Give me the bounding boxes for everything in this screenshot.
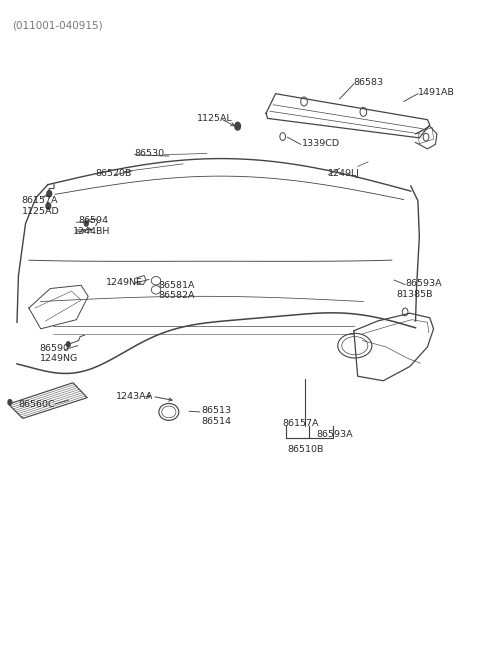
Text: 86581A: 86581A bbox=[158, 281, 195, 290]
Text: 86583: 86583 bbox=[354, 77, 384, 86]
Circle shape bbox=[47, 191, 52, 197]
Circle shape bbox=[46, 203, 51, 210]
Text: 86514: 86514 bbox=[201, 417, 231, 426]
Text: 81385B: 81385B bbox=[396, 290, 433, 299]
Text: 1125AD: 1125AD bbox=[22, 207, 60, 215]
Text: 86582A: 86582A bbox=[158, 291, 195, 300]
Text: 1244BH: 1244BH bbox=[73, 227, 110, 236]
Text: 86590: 86590 bbox=[40, 344, 70, 353]
Text: 86510B: 86510B bbox=[288, 445, 324, 454]
Text: 86530: 86530 bbox=[135, 149, 165, 158]
Text: 86593A: 86593A bbox=[316, 430, 352, 439]
Circle shape bbox=[84, 221, 88, 226]
Text: 1243AA: 1243AA bbox=[116, 392, 153, 402]
Text: 86594: 86594 bbox=[79, 217, 108, 225]
Circle shape bbox=[235, 122, 240, 130]
Text: (011001-040915): (011001-040915) bbox=[12, 21, 103, 31]
Text: 86520B: 86520B bbox=[96, 169, 132, 178]
Text: 1249LJ: 1249LJ bbox=[328, 169, 360, 178]
Text: 86157A: 86157A bbox=[22, 196, 58, 206]
Text: 1491AB: 1491AB bbox=[418, 88, 455, 97]
Text: 86157A: 86157A bbox=[283, 419, 319, 428]
Circle shape bbox=[8, 400, 12, 405]
Text: 86513: 86513 bbox=[201, 406, 231, 415]
Text: 1339CD: 1339CD bbox=[301, 139, 340, 147]
Text: 86593A: 86593A bbox=[405, 279, 442, 288]
Text: 86560C: 86560C bbox=[18, 400, 55, 409]
Text: 1125AL: 1125AL bbox=[197, 114, 233, 123]
Text: 1249NG: 1249NG bbox=[40, 354, 78, 363]
Circle shape bbox=[66, 342, 70, 347]
Text: 1249NE: 1249NE bbox=[106, 278, 143, 286]
